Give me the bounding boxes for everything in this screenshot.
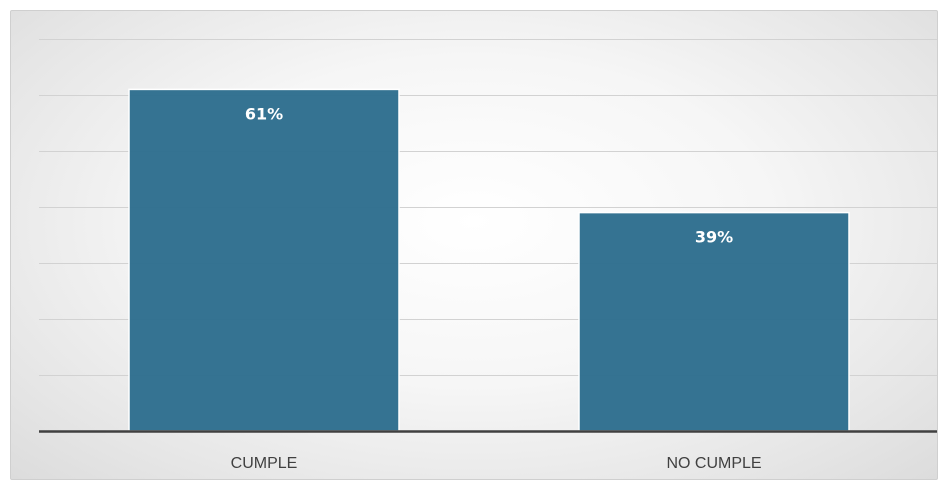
category-labels: CUMPLE NO CUMPLE bbox=[231, 455, 762, 472]
bar-cumple bbox=[128, 88, 400, 432]
bars bbox=[128, 88, 850, 432]
category-label: NO CUMPLE bbox=[666, 455, 761, 472]
data-labels: 61% 39% bbox=[245, 104, 733, 246]
data-label: 61% bbox=[245, 104, 283, 123]
bar-chart: 61% 39% CUMPLE NO CUMPLE bbox=[39, 39, 937, 472]
chart-frame: 61% 39% CUMPLE NO CUMPLE bbox=[10, 10, 938, 480]
category-label: CUMPLE bbox=[231, 455, 298, 472]
data-label: 39% bbox=[695, 228, 733, 247]
